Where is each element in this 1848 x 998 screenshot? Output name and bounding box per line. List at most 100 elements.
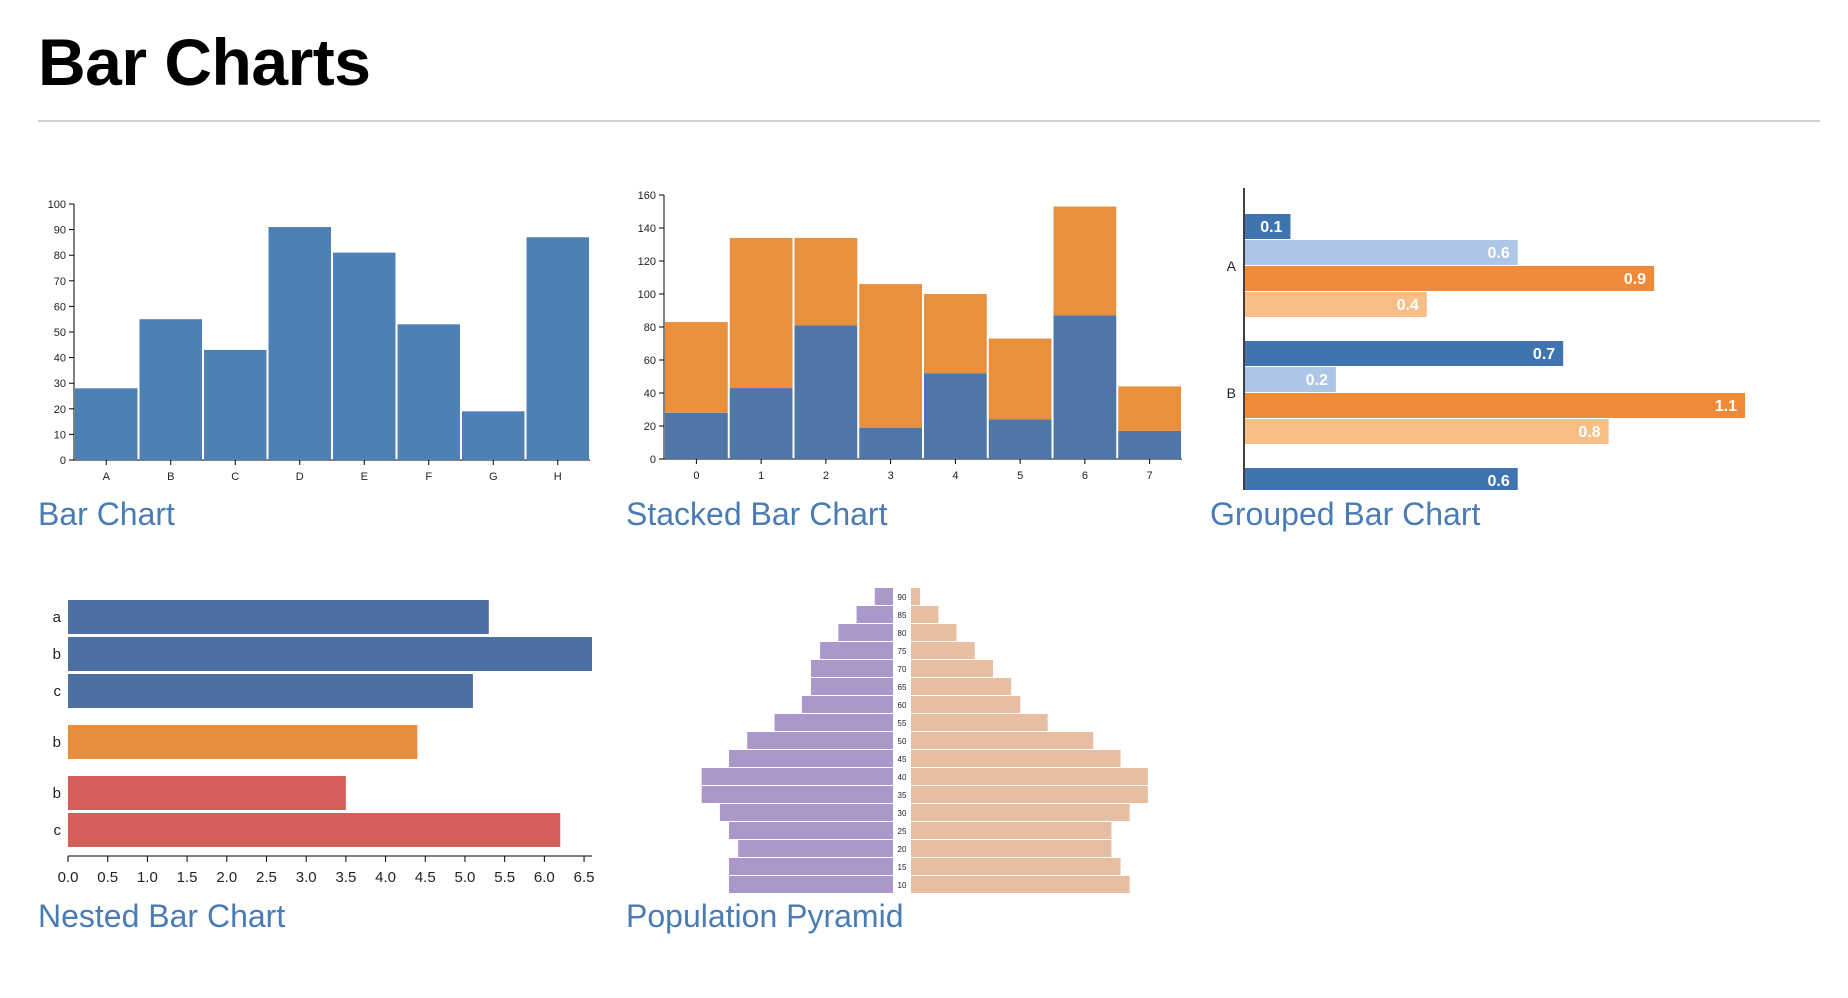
age-label: 60 — [898, 701, 907, 710]
pyramid-bar-right — [911, 588, 921, 605]
nested-bar — [68, 813, 561, 847]
y-tick-label: 100 — [48, 199, 66, 211]
age-label: 35 — [898, 791, 907, 800]
pyramid-bar-right — [911, 642, 975, 659]
pyramid-bar-left — [811, 660, 893, 677]
x-tick-label: 6 — [1082, 470, 1088, 482]
bar — [268, 227, 331, 460]
x-tick-label: 2.5 — [256, 869, 277, 886]
nested-bar — [68, 725, 418, 759]
y-tick-label: 20 — [644, 421, 656, 433]
y-tick-label: 140 — [638, 223, 656, 235]
bar — [397, 324, 460, 460]
stacked-bar-segment — [859, 284, 922, 428]
nested-bar — [68, 600, 489, 634]
nested-bar-label: c — [54, 683, 62, 700]
bar — [204, 349, 267, 460]
pyramid-bar-left — [801, 696, 893, 713]
grouped-bar — [1245, 214, 1291, 239]
x-tick-label: C — [231, 471, 239, 483]
population-pyramid-link[interactable]: Population Pyramid — [626, 898, 904, 934]
x-tick-label: B — [167, 471, 174, 483]
grouped-bar-chart-link[interactable]: Grouped Bar Chart — [1210, 496, 1481, 532]
y-tick-label: 100 — [638, 289, 656, 301]
grouped-bar-value: 0.6 — [1487, 245, 1509, 262]
x-tick-label: 1 — [758, 470, 764, 482]
y-tick-label: 60 — [54, 301, 66, 313]
pyramid-bar-left — [774, 714, 893, 731]
stacked-bar-segment — [665, 322, 728, 413]
bar — [139, 319, 202, 460]
pyramid-bar-left — [729, 858, 893, 875]
grouped-bar — [1245, 341, 1564, 366]
page-title: Bar Charts — [38, 25, 371, 99]
stacked-bar-chart-svg: 0 20 40 60 80 100 120 140 160 0 1 2 3 4 5 6 7 — [638, 190, 1182, 482]
grouped-bar-chart-tile: 0.1 0.6 0.9 0.4 A 0.7 0.2 1.1 0.8 B 0.6 — [1210, 186, 1770, 490]
age-label: 20 — [898, 845, 907, 854]
x-tick-label: D — [296, 471, 304, 483]
nested-bar-label: c — [54, 822, 62, 839]
grouped-bar-chart-svg: 0.1 0.6 0.9 0.4 A 0.7 0.2 1.1 0.8 B 0.6 — [1227, 188, 1745, 490]
pyramid-bar-left — [701, 786, 893, 803]
x-tick-label: 6.0 — [534, 869, 555, 886]
bar-chart-tile: 0 10 20 30 40 50 60 70 80 90 100 A B C D E F G H — [38, 190, 598, 490]
pyramid-bar-left — [738, 840, 893, 857]
x-tick-label: 4 — [952, 470, 958, 482]
stacked-bar-segment — [794, 325, 858, 459]
pyramid-bar-left — [729, 876, 893, 893]
stacked-bar-chart-tile: 0 20 40 60 80 100 120 140 160 0 1 2 3 4 5 6 7 — [626, 188, 1192, 490]
age-label: 85 — [898, 611, 907, 620]
pyramid-bar-left — [856, 606, 893, 623]
age-label: 25 — [898, 827, 907, 836]
pyramid-bar-right — [911, 606, 939, 623]
nested-bar — [68, 674, 473, 708]
grouped-bar-value: 0.1 — [1260, 219, 1282, 236]
grouped-bar-value: 0.9 — [1624, 271, 1646, 288]
bar-chart-svg: 0 10 20 30 40 50 60 70 80 90 100 A B C D E F G H — [48, 199, 590, 483]
age-label: 15 — [898, 863, 907, 872]
stacked-bar-segment — [1118, 386, 1181, 431]
pyramid-bar-left — [874, 588, 893, 605]
pyramid-bar-left — [719, 804, 893, 821]
pyramid-bar-right — [911, 678, 1012, 695]
pyramid-bar-left — [838, 624, 893, 641]
stacked-bar-segment — [988, 419, 1052, 459]
bar-chart-link[interactable]: Bar Chart — [38, 496, 175, 532]
stacked-bar-segment — [665, 412, 728, 459]
y-tick-label: 160 — [638, 190, 656, 202]
stacked-bar-segment — [924, 294, 987, 374]
nested-bar-label: b — [53, 734, 61, 751]
x-tick-label: E — [361, 471, 368, 483]
pyramid-bar-left — [811, 678, 893, 695]
x-tick-label: 5 — [1017, 470, 1023, 482]
pyramid-bar-left — [729, 750, 893, 767]
x-tick-label: H — [554, 471, 562, 483]
nested-bar-chart-link[interactable]: Nested Bar Chart — [38, 898, 286, 934]
grouped-bar-value: 0.4 — [1397, 297, 1419, 314]
y-tick-label: 60 — [644, 355, 656, 367]
group-label: A — [1227, 258, 1237, 274]
y-tick-label: 20 — [54, 404, 66, 416]
age-label: 70 — [898, 665, 907, 674]
x-tick-label: 6.5 — [574, 869, 595, 886]
age-label: 40 — [898, 773, 907, 782]
stacked-bar-segment — [1053, 315, 1117, 459]
pyramid-bar-left — [747, 732, 893, 749]
pyramid-bar-left — [820, 642, 893, 659]
grouped-bar-value: 0.7 — [1533, 346, 1555, 363]
x-tick-label: 3.0 — [296, 869, 317, 886]
grouped-bar — [1245, 419, 1609, 444]
pyramid-bar-right — [911, 768, 1148, 785]
pyramid-bar-right — [911, 714, 1048, 731]
x-tick-label: A — [103, 471, 111, 483]
age-label: 80 — [898, 629, 907, 638]
y-tick-label: 90 — [54, 225, 66, 237]
pyramid-bar-right — [911, 660, 993, 677]
stacked-bar-chart-link[interactable]: Stacked Bar Chart — [626, 496, 888, 532]
x-tick-label: 3.5 — [335, 869, 356, 886]
nested-bar-label: b — [53, 785, 61, 802]
y-tick-label: 50 — [54, 327, 66, 339]
pyramid-bar-right — [911, 822, 1112, 839]
pyramid-bar-right — [911, 696, 1021, 713]
y-tick-label: 0 — [650, 454, 656, 466]
